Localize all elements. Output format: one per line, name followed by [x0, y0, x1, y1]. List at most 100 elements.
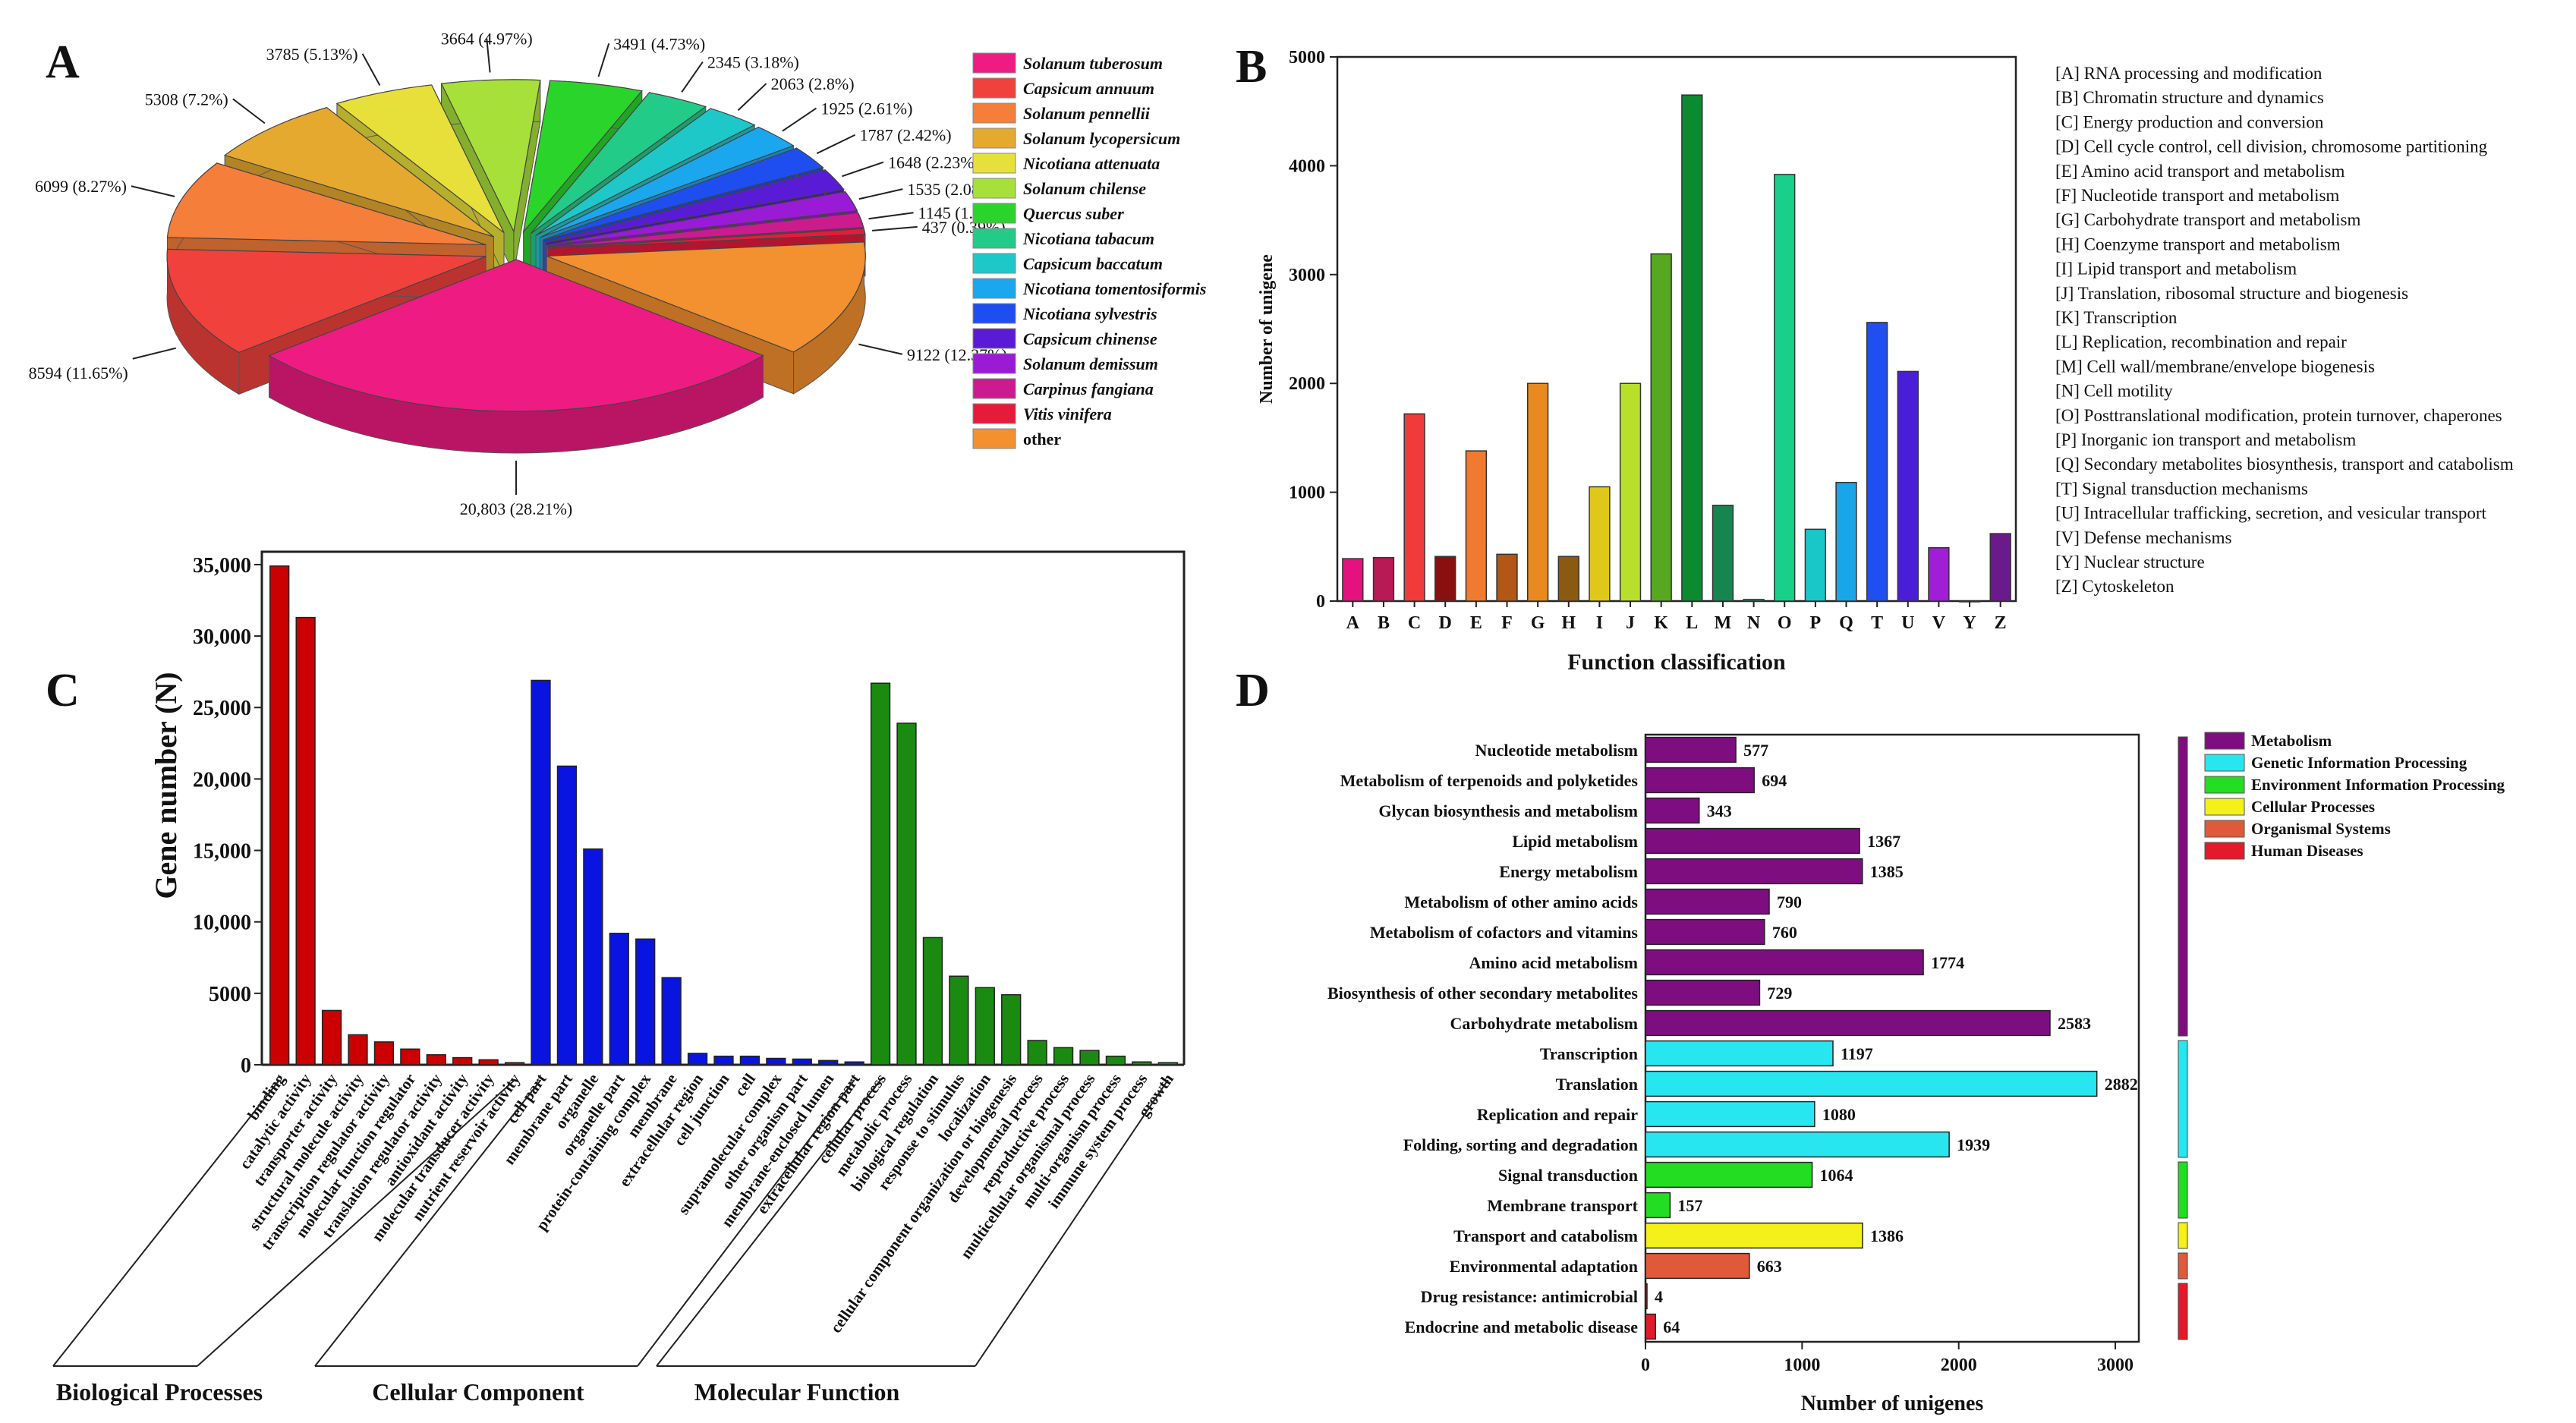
pie-slice-1: [268, 259, 764, 454]
legend-item: [I] Lipid transport and metabolism: [2055, 260, 2297, 279]
bar-K: [1650, 253, 1672, 602]
pie-slice-top: [166, 162, 487, 245]
pie-leader-line: [486, 38, 491, 73]
group-side-bar: [2178, 1161, 2188, 1219]
legend-swatch: [2204, 842, 2245, 860]
pie-data-value: 1925: [820, 99, 854, 118]
y-category-label: Energy metabolism: [1499, 862, 1638, 881]
y-category-label: Translation: [1556, 1075, 1638, 1094]
bar-J: [1619, 383, 1642, 602]
y-category-label: Endocrine and metabolic disease: [1405, 1318, 1639, 1336]
pie-data-pct: (4.97%): [474, 30, 533, 49]
pie-slice-top: [547, 212, 864, 248]
bar-value-label: 1064: [1820, 1166, 1853, 1185]
legend-swatch: [2204, 732, 2245, 750]
pie-leader-line: [232, 98, 266, 124]
x-tick-label: C: [1408, 613, 1421, 633]
x-tick-label: Z: [1995, 613, 2007, 633]
bar-cell-part: [531, 679, 551, 1066]
bar-value-label: 1367: [1867, 832, 1901, 851]
x-tick-label: Q: [1839, 613, 1853, 633]
y-tick-label: 35,000: [193, 554, 251, 578]
pie-data-label: 8594 (11.65%): [29, 364, 128, 383]
group-bracket: [314, 1079, 855, 1367]
x-tick-label: D: [1439, 613, 1452, 633]
pie-slice-top: [535, 108, 756, 236]
y-tick-label: 5000: [209, 983, 251, 1006]
x-tick-label: B: [1378, 613, 1390, 633]
bar-C: [1403, 413, 1425, 602]
y-tick-label: 0: [1316, 592, 1325, 612]
pie-data-value: 1648: [888, 153, 921, 172]
legend-item: [B] Chromatin structure and dynamics: [2055, 88, 2324, 107]
legend-swatch: [2204, 776, 2245, 794]
bar-immune-system-process: [1132, 1061, 1152, 1066]
bar-nutrient-reservoir-activity: [504, 1062, 525, 1066]
pie-data-value: 2345: [707, 53, 741, 72]
pie-data-label: 1925 (2.61%): [820, 99, 912, 118]
pie-data-value: 20,803: [460, 499, 506, 518]
legend-item: [O] Posttranslational modification, prot…: [2055, 406, 2502, 425]
bar-growth: [1157, 1062, 1178, 1066]
legend-item: [Z] Cytoskeleton: [2055, 577, 2174, 596]
y-tick-label: 25,000: [193, 697, 251, 720]
y-category-label: Metabolism of other amino acids: [1404, 893, 1638, 911]
bar-H: [1557, 556, 1579, 602]
bar-translation-regulator-activity: [426, 1054, 446, 1066]
bar-value-label: 577: [1743, 741, 1768, 760]
bar-value-label: 64: [1663, 1318, 1680, 1336]
bar-endocrine-and-metabolic-disease: [1645, 1313, 1656, 1340]
x-tick-label: N: [1747, 613, 1761, 633]
x-tick-label: V: [1932, 613, 1946, 633]
bar-transporter-activity: [321, 1009, 342, 1066]
x-tick-label: J: [1626, 613, 1635, 633]
bar-catalytic-activity: [295, 616, 316, 1066]
bar-energy-metabolism: [1645, 858, 1863, 885]
panel-a-pie-chart: 20,803 (28.21%) 8594 (11.65%) 6099 (8.27%)…: [29, 30, 1207, 518]
pie-data-pct: (2.42%): [893, 126, 952, 145]
pie-slice-top: [522, 80, 643, 234]
y-tick-label: 30,000: [193, 625, 251, 649]
group-side-bar: [2178, 1252, 2188, 1280]
bar-antioxidant-activity: [452, 1056, 473, 1066]
legend-item: [G] Carbohydrate transport and metabolis…: [2055, 210, 2360, 229]
pie-slice-top: [223, 106, 494, 238]
legend-swatch: [972, 378, 1016, 399]
legend-label: Capsicum baccatum: [1023, 254, 1163, 273]
y-category-label: Nucleotide metabolism: [1475, 741, 1638, 760]
pie-leader-line: [131, 185, 175, 197]
pie-leader-line: [868, 212, 914, 220]
legend-swatch: [972, 403, 1016, 424]
y-category-label: Folding, sorting and degradation: [1403, 1135, 1638, 1154]
legend-label: Carpinus fangiana: [1023, 379, 1154, 398]
legend-label: Capsicum chinense: [1023, 329, 1157, 348]
pie-data-label: 5308 (7.2%): [145, 90, 228, 109]
legend-item: [F] Nucleotide transport and metabolism: [2055, 186, 2339, 205]
x-tick-label: U: [1901, 613, 1914, 633]
pie-data-label: 20,803 (28.21%): [460, 499, 572, 518]
y-tick-label: 4000: [1289, 156, 1325, 176]
bar-extracellular-region: [687, 1053, 708, 1066]
legend-swatch: [972, 153, 1016, 174]
plot-frame: [1336, 55, 2017, 603]
legend-label: Solanum lycopersicum: [1023, 129, 1180, 148]
bar-environmental-adaptation: [1645, 1252, 1750, 1280]
legend-label: Nicotiana attenuata: [1022, 154, 1160, 173]
pie-leader-line: [132, 347, 176, 360]
pie-data-pct: (7.2%): [178, 90, 228, 109]
y-tick-label: 15,000: [193, 840, 251, 864]
y-category-label: Drug resistance: antimicrobial: [1421, 1287, 1638, 1306]
legend-item: [D] Cell cycle control, cell division, c…: [2055, 137, 2488, 156]
legend-label: Organismal Systems: [2251, 820, 2391, 838]
pie-data-value: 3785: [266, 45, 300, 64]
bar-value-label: 1386: [1870, 1226, 1904, 1245]
bar-N: [1743, 599, 1765, 602]
bar-lipid-metabolism: [1645, 827, 1860, 855]
pie-data-value: 5308: [145, 90, 178, 109]
bar-cell-junction: [713, 1055, 734, 1066]
pie-data-pct: (5.13%): [300, 45, 358, 64]
y-category-label: Transcription: [1540, 1044, 1638, 1063]
bar-value-label: 1774: [1931, 953, 1964, 972]
legend-swatch: [972, 253, 1016, 274]
pie-data-label: 6099 (8.27%): [35, 177, 127, 196]
